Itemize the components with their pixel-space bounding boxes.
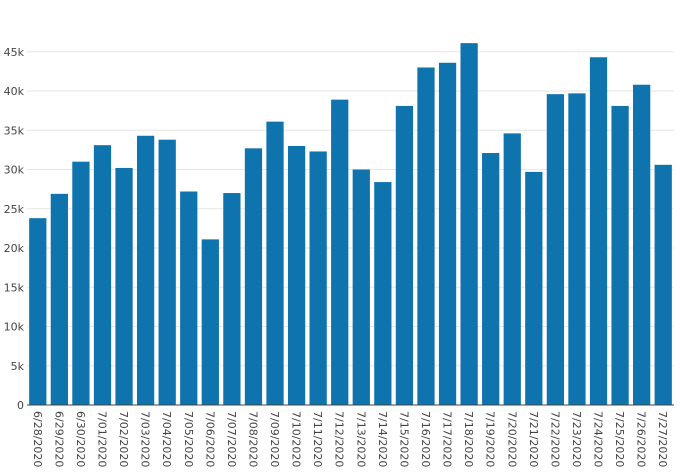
bar[interactable] [331,99,349,405]
bar[interactable] [244,148,263,406]
x-axis: 6/28/2020 6/29/2020 6/30/2020 7/01/2020 7/02… [27,404,674,467]
x-tick-label: 7/06/2020 [203,411,216,467]
y-tick-label: 45k [4,46,25,59]
x-tick-label: 6/30/2020 [74,411,87,467]
x-tick-label: 7/09/2020 [268,411,281,467]
bar[interactable] [568,93,586,405]
y-tick-label: 15k [4,281,25,294]
x-tick-label: 7/18/2020 [462,411,475,467]
y-tick-label: 40k [4,85,25,98]
bars-group [29,43,672,406]
y-gridlines [27,51,674,367]
bar[interactable] [438,62,457,406]
x-tick-label: 7/07/2020 [225,411,238,467]
y-tick-label: 35k [4,124,25,137]
bar[interactable] [633,84,651,405]
y-tick-label: 5k [11,360,25,373]
bar[interactable] [50,193,68,405]
bar[interactable] [136,135,155,406]
x-tick-label: 7/10/2020 [290,411,303,467]
y-tick-label: 25k [4,203,25,216]
bar[interactable] [589,57,608,405]
x-tick-label: 7/02/2020 [117,411,130,467]
x-tick-label: 7/01/2020 [95,411,108,467]
x-tick-label: 7/12/2020 [333,411,346,467]
bar[interactable] [201,239,219,405]
x-tick-label: 6/29/2020 [52,411,65,467]
y-axis: 0 5k 10k 15k 20k 25k 30k 35k 40k 45k [4,46,25,412]
bar[interactable] [482,153,500,405]
x-tick-label: 7/22/2020 [548,411,561,467]
bar[interactable] [460,43,478,406]
x-tick-label: 7/08/2020 [246,411,259,467]
y-tick-label: 20k [4,242,25,255]
x-tick-label: 7/03/2020 [139,411,152,467]
bar[interactable] [374,182,392,405]
bar[interactable] [309,151,327,405]
x-tick-label: 7/21/2020 [527,411,540,467]
bar[interactable] [223,193,241,405]
bar[interactable] [93,145,112,405]
x-tick-label: 7/19/2020 [484,411,497,467]
bar[interactable] [503,133,521,405]
x-tick-label: 6/28/2020 [31,411,44,467]
bar[interactable] [115,167,133,405]
x-tick-label: 7/24/2020 [592,411,605,467]
x-tick-label: 7/11/2020 [311,411,324,467]
bar[interactable] [72,161,90,405]
y-tick-label: 30k [4,164,25,177]
bar[interactable] [546,94,565,406]
bar[interactable] [352,169,370,405]
x-tick-label: 7/04/2020 [160,411,173,467]
bar[interactable] [158,139,176,405]
x-tick-label: 7/05/2020 [182,411,195,467]
x-tick-label: 7/16/2020 [419,411,432,467]
bar[interactable] [525,171,543,405]
bar[interactable] [29,218,47,405]
bar[interactable] [287,145,306,405]
bar[interactable] [611,105,629,405]
x-tick-label: 7/27/2020 [656,411,669,467]
bar[interactable] [417,67,435,406]
x-tick-label: 7/23/2020 [570,411,583,467]
x-tick-label: 7/15/2020 [397,411,410,467]
x-tick-label: 7/26/2020 [635,411,648,467]
bar[interactable] [180,191,198,405]
x-tick-label: 7/13/2020 [354,411,367,467]
x-tick-label: 7/17/2020 [441,411,454,467]
bar[interactable] [654,164,672,405]
x-tick-label: 7/25/2020 [613,411,626,467]
x-tick-label: 7/20/2020 [505,411,518,467]
x-tick-label: 7/14/2020 [376,411,389,467]
y-tick-label: 10k [4,321,25,334]
bar[interactable] [266,121,284,406]
bar[interactable] [395,105,414,405]
y-tick-label: 0 [17,399,24,412]
